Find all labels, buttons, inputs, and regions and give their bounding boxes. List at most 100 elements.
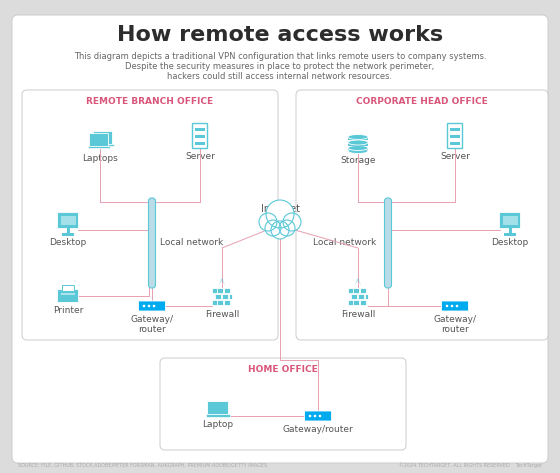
Polygon shape — [218, 278, 226, 287]
FancyBboxPatch shape — [365, 294, 368, 299]
Bar — [60, 216, 76, 225]
Circle shape — [446, 305, 449, 307]
Circle shape — [143, 305, 145, 307]
FancyBboxPatch shape — [208, 402, 228, 414]
FancyBboxPatch shape — [22, 90, 278, 340]
Bar — [450, 135, 460, 138]
Text: Firewall: Firewall — [341, 310, 375, 319]
Circle shape — [309, 415, 311, 417]
Text: REMOTE BRANCH OFFICE: REMOTE BRANCH OFFICE — [86, 97, 213, 106]
Text: Despite the security measures in place to protect the network perimeter,: Despite the security measures in place t… — [125, 62, 435, 71]
Text: Laptop: Laptop — [202, 420, 234, 429]
Circle shape — [265, 220, 281, 236]
Circle shape — [271, 221, 289, 239]
FancyBboxPatch shape — [217, 300, 223, 305]
Bar — [67, 228, 69, 233]
Text: Local network: Local network — [160, 238, 223, 247]
Bar — [195, 142, 205, 144]
Ellipse shape — [348, 134, 368, 140]
Bar — [62, 285, 74, 291]
Ellipse shape — [348, 140, 368, 145]
Bar — [348, 136, 368, 140]
FancyBboxPatch shape — [88, 146, 110, 149]
Text: Local network: Local network — [312, 238, 376, 247]
Circle shape — [266, 200, 294, 228]
Circle shape — [283, 213, 301, 231]
Bar — [502, 216, 517, 225]
Bar — [508, 228, 511, 233]
Circle shape — [319, 415, 321, 417]
Text: ©2024 TECHTARGET, ALL RIGHTS RESERVED    TechTarget: ©2024 TECHTARGET, ALL RIGHTS RESERVED Te… — [399, 462, 542, 468]
FancyBboxPatch shape — [160, 358, 406, 450]
FancyBboxPatch shape — [138, 301, 166, 311]
Bar — [62, 233, 74, 236]
Polygon shape — [354, 278, 362, 287]
Bar — [348, 141, 368, 146]
FancyBboxPatch shape — [351, 294, 357, 299]
FancyBboxPatch shape — [305, 411, 332, 421]
FancyBboxPatch shape — [441, 301, 469, 311]
Text: Gateway/
router: Gateway/ router — [130, 315, 174, 334]
FancyBboxPatch shape — [224, 288, 230, 293]
FancyBboxPatch shape — [212, 288, 218, 293]
Circle shape — [153, 305, 155, 307]
FancyBboxPatch shape — [215, 294, 221, 299]
Bar — [348, 147, 368, 151]
FancyBboxPatch shape — [94, 131, 113, 144]
Text: Internet: Internet — [260, 204, 300, 214]
FancyBboxPatch shape — [229, 294, 232, 299]
Text: Firewall: Firewall — [205, 310, 239, 319]
Text: HOME OFFICE: HOME OFFICE — [248, 365, 318, 374]
Bar — [450, 142, 460, 144]
FancyBboxPatch shape — [58, 212, 78, 228]
FancyBboxPatch shape — [212, 300, 218, 305]
FancyBboxPatch shape — [206, 414, 230, 417]
FancyBboxPatch shape — [348, 300, 354, 305]
Text: How remote access works: How remote access works — [117, 25, 443, 45]
FancyBboxPatch shape — [353, 300, 359, 305]
Circle shape — [259, 213, 277, 231]
FancyBboxPatch shape — [353, 288, 359, 293]
FancyBboxPatch shape — [385, 198, 391, 288]
Text: Gateway/
router: Gateway/ router — [433, 315, 477, 334]
Bar — [504, 233, 516, 236]
FancyBboxPatch shape — [348, 288, 354, 293]
Ellipse shape — [348, 149, 368, 154]
Text: CORPORATE HEAD OFFICE: CORPORATE HEAD OFFICE — [356, 97, 488, 106]
Circle shape — [279, 220, 295, 236]
FancyBboxPatch shape — [193, 123, 208, 149]
Bar — [61, 293, 75, 295]
Text: Server: Server — [440, 152, 470, 161]
Text: Desktop: Desktop — [491, 238, 529, 247]
Bar — [195, 128, 205, 131]
FancyBboxPatch shape — [12, 15, 548, 463]
Circle shape — [456, 305, 458, 307]
Text: SOURCE: FILE, GITHUB, STOCK.ADOBE/PETER FORSMAN, AUKGRAPH, PREMIUM.ADOBE/GETTY I: SOURCE: FILE, GITHUB, STOCK.ADOBE/PETER … — [18, 462, 267, 467]
FancyBboxPatch shape — [296, 90, 548, 340]
Text: This diagram depicts a traditional VPN configuration that links remote users to : This diagram depicts a traditional VPN c… — [74, 52, 486, 61]
Circle shape — [451, 305, 453, 307]
Circle shape — [314, 415, 316, 417]
Ellipse shape — [348, 146, 368, 150]
Text: Desktop: Desktop — [49, 238, 87, 247]
Text: hackers could still access internal network resources.: hackers could still access internal netw… — [167, 72, 393, 81]
Text: Storage: Storage — [340, 156, 376, 165]
Text: Laptops: Laptops — [82, 154, 118, 163]
Bar — [195, 135, 205, 138]
FancyBboxPatch shape — [148, 198, 156, 288]
Text: Gateway/router: Gateway/router — [283, 425, 353, 434]
FancyBboxPatch shape — [358, 294, 364, 299]
FancyBboxPatch shape — [447, 123, 463, 149]
Text: Printer: Printer — [53, 306, 83, 315]
FancyBboxPatch shape — [500, 212, 520, 228]
FancyBboxPatch shape — [222, 294, 228, 299]
Circle shape — [148, 305, 150, 307]
FancyBboxPatch shape — [360, 288, 366, 293]
FancyBboxPatch shape — [92, 144, 114, 147]
FancyBboxPatch shape — [90, 133, 109, 147]
FancyBboxPatch shape — [58, 289, 78, 303]
Text: Server: Server — [185, 152, 215, 161]
FancyBboxPatch shape — [217, 288, 223, 293]
FancyBboxPatch shape — [360, 300, 366, 305]
FancyBboxPatch shape — [224, 300, 230, 305]
